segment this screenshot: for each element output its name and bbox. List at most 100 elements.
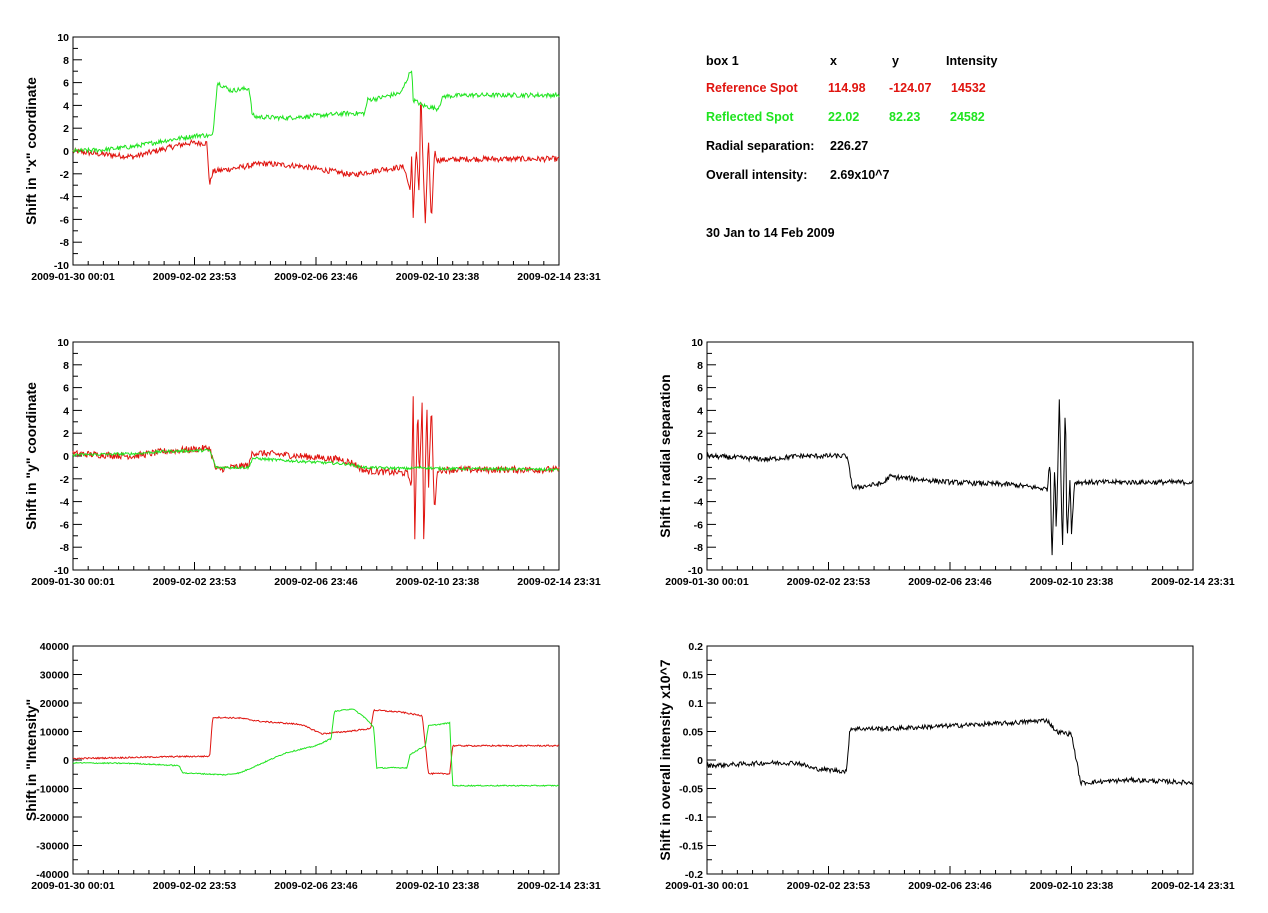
x-tick-label: 2009-02-06 23:46 [274, 880, 358, 892]
y-axis-title: Shift in "y" coordinate [23, 382, 39, 530]
y-tick-label: 0.2 [688, 641, 703, 653]
series-line [72, 70, 560, 154]
x-tick-label: 2009-02-14 23:31 [517, 271, 601, 283]
x-tick-label: 2009-02-10 23:38 [396, 880, 480, 892]
info-panel: box 1 x y Intensity Reference Spot 114.9… [706, 50, 1226, 250]
column-intensity-header: Intensity [946, 54, 998, 68]
x-tick-label: 2009-02-02 23:53 [153, 576, 237, 588]
series-line [72, 396, 560, 540]
plot-frame [72, 645, 560, 875]
reflected-spot-label: Reflected Spot [706, 110, 794, 124]
reference-spot-label: Reference Spot [706, 81, 798, 95]
overall-intensity-label: Overall intensity: [706, 168, 808, 182]
column-x-header: x [830, 54, 837, 68]
y-tick-label: -6 [60, 519, 69, 531]
y-tick-label: 6 [63, 78, 69, 90]
y-tick-label: -40000 [36, 869, 69, 881]
x-tick-label: 2009-01-30 00:01 [665, 880, 749, 892]
y-tick-label: -0.15 [679, 841, 703, 853]
series-line [706, 399, 1194, 556]
y-tick-label: 0 [63, 146, 69, 158]
y-tick-label: -8 [60, 237, 69, 249]
y-tick-label: 40000 [40, 641, 69, 653]
x-tick-label: 2009-01-30 00:01 [31, 880, 115, 892]
x-tick-label: 2009-02-14 23:31 [517, 880, 601, 892]
plot-frame [706, 341, 1194, 571]
y-tick-label: -10 [54, 565, 69, 577]
x-tick-label: 2009-02-02 23:53 [787, 880, 871, 892]
y-tick-label: -4 [60, 497, 69, 509]
x-tick-label: 2009-02-14 23:31 [1151, 576, 1235, 588]
y-tick-label: -8 [60, 542, 69, 554]
y-tick-label: -0.2 [685, 869, 703, 881]
y-tick-label: 6 [697, 383, 703, 395]
y-tick-label: 0.15 [683, 670, 704, 682]
intensity-shift-chart: -40000 -30000 -20000 -10000 0 10000 20000 30000… [23, 641, 601, 892]
date-range: 30 Jan to 14 Feb 2009 [706, 226, 835, 240]
column-y-header: y [892, 54, 899, 68]
y-axis-title: Shift in overall intensity x10^7 [657, 659, 673, 860]
y-axis-title: Shift in "x" coordinate [23, 77, 39, 225]
x-tick-label: 2009-02-14 23:31 [517, 576, 601, 588]
box-label: box 1 [706, 54, 739, 68]
y-tick-label: 2 [63, 428, 69, 440]
x-tick-label: 2009-01-30 00:01 [665, 576, 749, 588]
plot-frame [72, 341, 560, 571]
y-tick-label: 0 [697, 451, 703, 463]
series-line [72, 708, 560, 787]
y-tick-label: -6 [694, 519, 703, 531]
y-shift-chart: -10 -8 -6 -4 -2 0 2 4 6 8 10 2009-01-30 00:01 2009-0… [23, 337, 601, 588]
y-tick-label: -0.05 [679, 784, 703, 796]
y-tick-label: 2 [63, 123, 69, 135]
series-line [72, 448, 560, 472]
y-tick-label: 30000 [40, 670, 69, 682]
y-tick-label: -4 [60, 192, 69, 204]
x-tick-label: 2009-02-06 23:46 [274, 271, 358, 283]
y-tick-label: 10 [57, 32, 69, 44]
x-tick-label: 2009-02-10 23:38 [396, 271, 480, 283]
y-tick-label: -2 [60, 169, 69, 181]
x-tick-label: 2009-02-06 23:46 [908, 576, 992, 588]
y-tick-label: -6 [60, 214, 69, 226]
x-tick-label: 2009-01-30 00:01 [31, 576, 115, 588]
y-tick-label: 8 [63, 55, 69, 67]
x-tick-label: 2009-02-02 23:53 [787, 576, 871, 588]
x-shift-chart: -10 -8 -6 -4 -2 0 2 4 6 8 10 2009-01-30 00:01 2009-0… [23, 32, 601, 283]
reference-spot-intensity: 14532 [951, 81, 986, 95]
radial-separation-label: Radial separation: [706, 139, 815, 153]
x-tick-label: 2009-01-30 00:01 [31, 271, 115, 283]
plot-frame [706, 645, 1194, 875]
y-tick-label: -2 [60, 474, 69, 486]
y-tick-label: -30000 [36, 841, 69, 853]
x-tick-label: 2009-02-02 23:53 [153, 880, 237, 892]
y-tick-label: 4 [697, 405, 703, 417]
x-tick-label: 2009-02-10 23:38 [1030, 576, 1114, 588]
y-tick-label: 8 [63, 360, 69, 372]
reflected-spot-x: 22.02 [828, 110, 860, 124]
x-tick-label: 2009-02-10 23:38 [396, 576, 480, 588]
y-tick-label: 4 [63, 100, 69, 112]
y-tick-label: 4 [63, 405, 69, 417]
plot-frame [72, 36, 560, 266]
y-tick-label: 20000 [40, 698, 69, 710]
y-tick-label: 0 [63, 755, 69, 767]
y-tick-label: 0 [63, 451, 69, 463]
x-tick-label: 2009-02-10 23:38 [1030, 880, 1114, 892]
y-tick-label: 10 [691, 337, 703, 349]
y-tick-label: 2 [697, 428, 703, 440]
reference-spot-x: 114.98 [828, 81, 866, 95]
y-tick-label: 0.05 [683, 727, 704, 739]
y-axis-title: Shift in "Intensity" [23, 699, 39, 821]
radial-shift-chart: -10 -8 -6 -4 -2 0 2 4 6 8 10 2009-01-30 00:01 2009-0… [657, 337, 1235, 588]
x-tick-label: 2009-02-02 23:53 [153, 271, 237, 283]
y-tick-label: -10 [688, 565, 703, 577]
y-tick-label: -4 [694, 497, 703, 509]
x-tick-label: 2009-02-14 23:31 [1151, 880, 1235, 892]
series-line [72, 102, 560, 224]
y-tick-label: -8 [694, 542, 703, 554]
y-tick-label: 10000 [40, 727, 69, 739]
y-tick-label: 0.1 [688, 698, 703, 710]
y-tick-label: 0 [697, 755, 703, 767]
y-tick-label: 8 [697, 360, 703, 372]
